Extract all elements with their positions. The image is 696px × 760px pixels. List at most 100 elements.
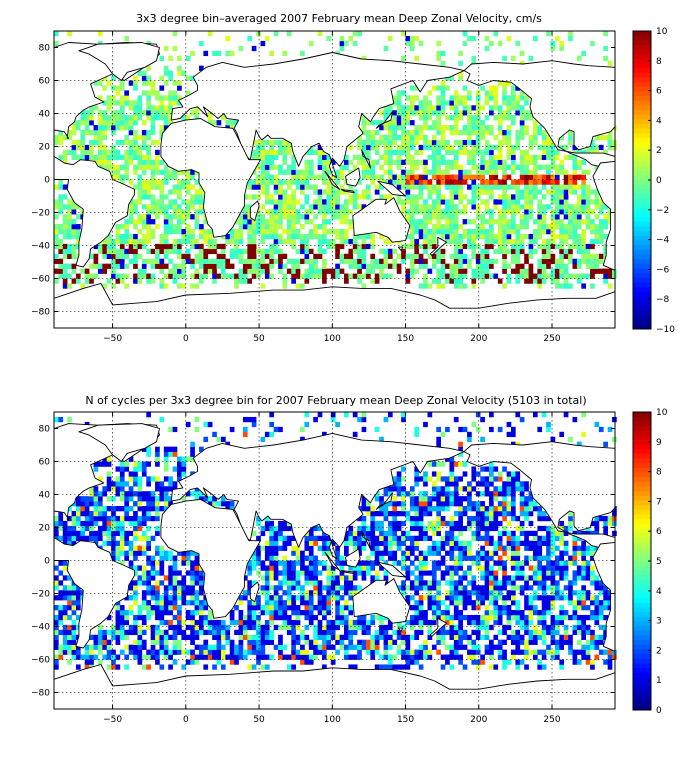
bin-cell [67,253,72,259]
bin-cell [497,238,503,245]
bin-cell [155,149,160,156]
bin-cell [168,219,173,225]
bin-cell [141,268,147,274]
bin-cell [546,644,551,650]
bin-cell [445,540,450,546]
bin-cell [423,164,428,170]
bin-cell [405,144,411,151]
bin-cell [291,595,296,601]
bin-cell [313,540,318,546]
bin-cell [54,31,59,37]
bin-cell [203,639,209,645]
bin-cell [502,600,507,606]
bin-cell [427,105,433,111]
bin-cell [273,233,279,240]
bin-cell [75,238,81,245]
bin-cell [54,624,59,631]
bin-cell [379,164,384,170]
bin-cell [497,248,503,255]
bin-cell [361,624,367,631]
bin-cell [111,115,116,121]
bin-cell [440,134,446,141]
bin-cell [326,550,332,556]
bin-cell [251,243,257,250]
bin-cell [168,654,173,660]
bin-cell [163,555,169,561]
bin-cell [273,243,279,250]
bin-cell [115,90,121,96]
bin-cell [453,164,459,170]
bin-cell [300,184,305,190]
bin-cell [405,110,411,116]
bin-cell [330,189,336,195]
bin-cell [322,654,327,660]
bin-cell [541,600,547,606]
bin-cell [379,624,384,631]
bin-cell [431,149,437,156]
bin-cell [58,258,64,264]
bin-cell [58,199,64,205]
bin-cell [471,243,477,250]
bin-cell [352,204,358,210]
bin-cell [264,263,270,269]
bin-cell [607,654,613,660]
bin-cell [576,199,582,205]
bin-cell [185,204,191,210]
bin-cell [62,540,68,546]
bin-cell [106,149,112,156]
bin-cell [590,263,595,269]
bin-cell [524,639,529,645]
bin-cell [54,238,59,245]
bin-cell [401,243,406,250]
bin-cell [541,243,547,250]
bin-cell [462,590,468,596]
bin-cell [511,85,516,91]
bin-cell [106,125,112,131]
bin-cell [528,115,534,121]
bin-cell [458,600,463,606]
bin-cell [106,278,112,284]
bin-cell [414,268,420,274]
bin-cell [229,50,235,57]
bin-cell [203,263,209,269]
bin-cell [440,634,446,640]
bin-cell [401,639,406,645]
bin-cell [550,194,556,200]
bin-cell [401,540,406,546]
bin-cell [190,570,195,576]
bin-cell [84,125,90,131]
bin-cell [572,550,578,556]
bin-cell [471,229,477,235]
bin-cell [344,253,349,259]
bin-cell [387,169,393,175]
bin-cell [453,219,459,225]
bin-cell [264,595,270,601]
bin-cell [177,550,182,556]
bin-cell [458,659,463,665]
bin-cell [264,224,270,230]
bin-cell [238,229,244,235]
bin-cell [203,219,209,225]
bin-cell [326,629,332,636]
bin-cell [330,209,336,215]
bin-cell [295,649,301,655]
bin-cell [563,184,569,190]
bin-cell [141,238,147,245]
bin-cell [541,273,547,279]
bin-cell [427,605,433,611]
bin-cell [423,283,428,289]
bin-cell [194,629,200,636]
bin-cell [405,268,411,274]
bin-cell [431,619,437,626]
bin-cell [330,159,336,165]
colorbar-swatch [633,105,651,111]
bin-cell [273,530,279,537]
bin-cell [155,550,160,556]
coastline [375,111,393,129]
bin-cell [445,149,450,156]
bin-cell [352,243,358,250]
bin-cell [541,149,547,156]
bin-cell [159,610,165,616]
bin-cell [585,169,591,175]
bin-cell [506,144,512,151]
